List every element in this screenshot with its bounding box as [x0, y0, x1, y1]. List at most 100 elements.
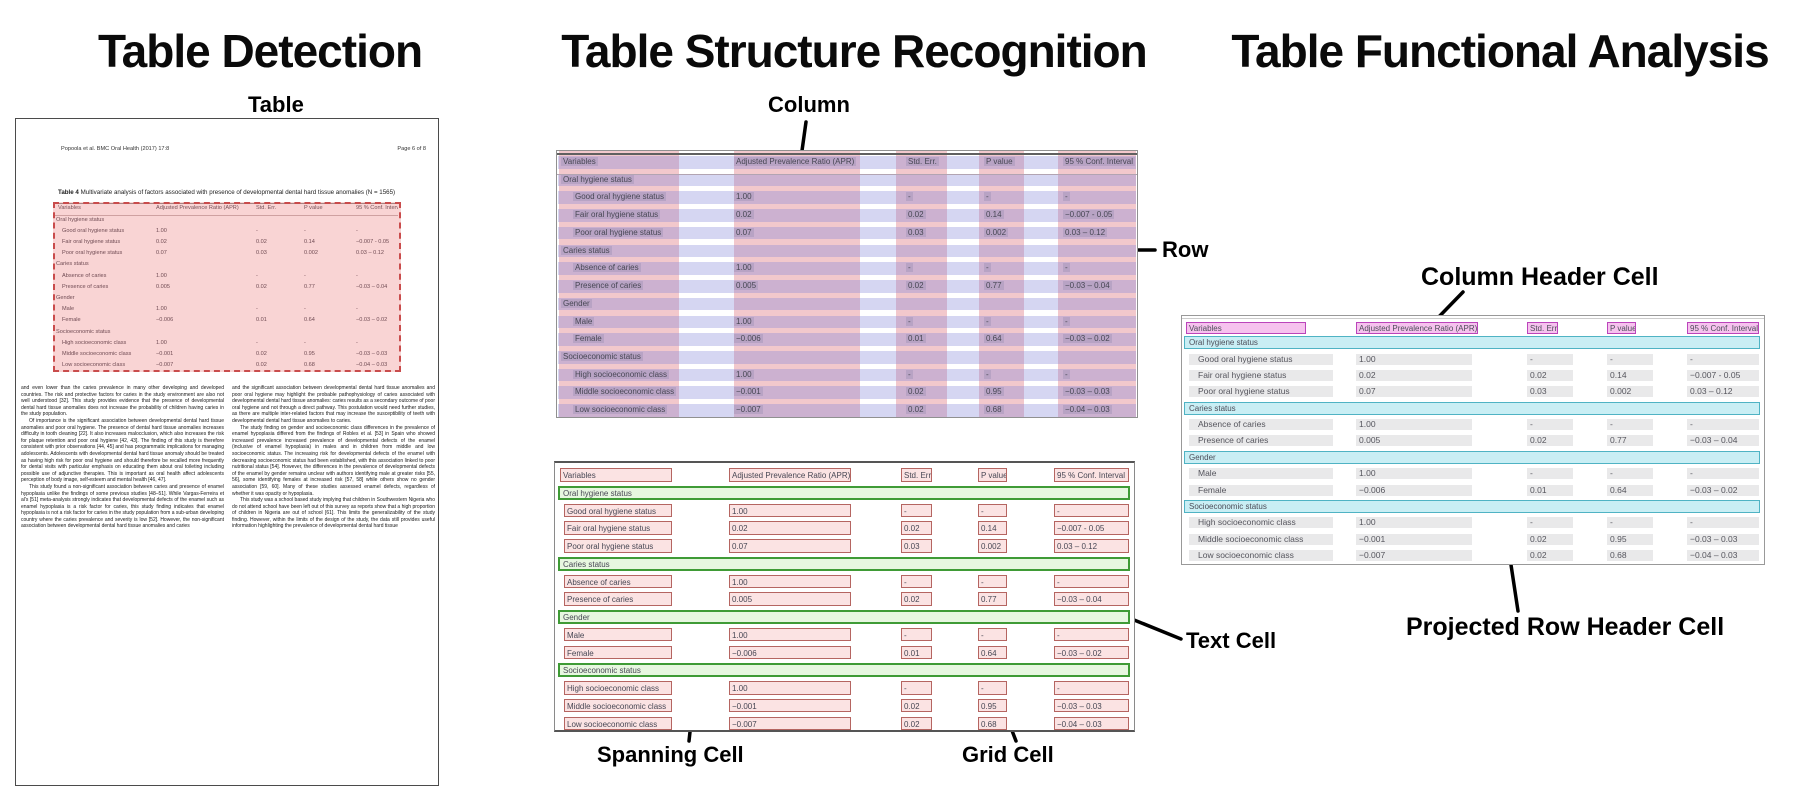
- structure-header-cell-text: 95 % Conf. Interval: [1063, 157, 1136, 166]
- fa-label-cell: Fair oral hygiene status: [1189, 370, 1333, 382]
- text-cell: Absence of caries: [564, 574, 672, 588]
- structure-value-cell: -: [906, 262, 913, 275]
- structure-value-cell-text: 0.68: [984, 405, 1004, 415]
- det-value-cell: −0.03 – 0.04: [356, 283, 388, 290]
- det-value-cell: 0.01: [256, 317, 267, 324]
- structure-value-cell: -: [984, 369, 991, 382]
- structure-value-cell-text: 1.00: [734, 316, 754, 326]
- det-value-cell: 0.95: [304, 350, 315, 357]
- body-paragraph: and the significant association between …: [232, 385, 435, 424]
- structure-label-cell-text: Male: [573, 316, 595, 326]
- det-value-cell: 0.02: [256, 238, 267, 245]
- fa-value-cell: −0.03 – 0.03: [1687, 533, 1759, 545]
- det-rule-header: [54, 214, 398, 216]
- structure-value-cell-text: 0.02: [906, 281, 926, 291]
- structure-value-cell-text: −0.001: [734, 387, 763, 397]
- structure-label-cell: Fair oral hygiene status: [573, 209, 661, 222]
- spanning-cell: Oral hygiene status: [558, 485, 1130, 500]
- structure-value-cell: −0.007: [734, 404, 763, 417]
- det-header-cell: P value: [304, 205, 323, 211]
- structure-value-cell-text: −0.03 – 0.02: [1063, 334, 1112, 344]
- grid-cell: 1.00: [729, 503, 851, 517]
- grid-cell: −0.001: [729, 698, 851, 713]
- grid-cell: -: [978, 627, 1007, 642]
- structure-value-cell-text: -: [1063, 316, 1070, 326]
- det-header-cell: 95 % Conf. Interval: [356, 205, 398, 211]
- structure-label-cell: Female: [573, 333, 604, 346]
- fa-value-cell: 0.02: [1527, 533, 1573, 545]
- label-column: Column: [768, 92, 850, 117]
- det-value-cell: 1.00: [156, 272, 167, 279]
- row-band: [558, 209, 1136, 222]
- fa-value-cell: 0.77: [1607, 435, 1653, 447]
- structure-value-cell-text: −0.03 – 0.03: [1063, 387, 1112, 397]
- structure-value-cell-text: −0.007 - 0.05: [1063, 210, 1115, 220]
- structure-header-cell: Std. Err.: [906, 156, 939, 169]
- grid-cell: −0.04 – 0.03: [1054, 716, 1129, 730]
- text-cell: High socioeconomic class: [564, 681, 672, 695]
- structure-value-cell: 1.00: [734, 369, 754, 382]
- body-paragraph: and even lower than the caries prevalenc…: [21, 385, 224, 418]
- fa-value-cell: 0.005: [1356, 435, 1472, 447]
- grid-cell: 0.02: [901, 698, 932, 713]
- structure-value-cell-text: 0.02: [906, 210, 926, 220]
- grid-cell: 0.77: [978, 592, 1007, 606]
- structure-value-cell: 0.77: [984, 280, 1004, 293]
- structure-value-cell: -: [906, 369, 913, 382]
- grid-cell-header: Variables: [560, 468, 672, 482]
- det-value-cell: 0.02: [256, 362, 267, 369]
- grid-cell: −0.03 – 0.04: [1054, 592, 1129, 606]
- projected-row-header-cell: Caries status: [1184, 401, 1760, 415]
- fa-label-cell: Presence of caries: [1189, 435, 1333, 447]
- det-label-cell: Low socioeconomic class: [62, 362, 126, 369]
- structure-value-cell: 1.00: [734, 191, 754, 204]
- grid-cell: 0.02: [901, 521, 932, 535]
- panel-title-functional: Table Functional Analysis: [1231, 25, 1769, 77]
- row-band: [558, 404, 1136, 417]
- det-value-cell: -: [356, 306, 358, 313]
- structure-value-cell-text: 0.005: [734, 281, 759, 291]
- column-header-cell: Variables: [1186, 322, 1306, 334]
- structure-value-cell: 0.01: [906, 333, 926, 346]
- structure-value-cell-text: 1.00: [734, 192, 754, 202]
- structure-value-cell-text: 0.14: [984, 210, 1004, 220]
- fa-value-cell: 0.07: [1356, 386, 1472, 398]
- row-band: [558, 173, 1136, 187]
- column-band: [559, 151, 679, 417]
- grid-cell: 0.95: [978, 698, 1007, 713]
- structure-value-cell-text: 0.03: [906, 227, 926, 237]
- structure-value-cell: 0.03: [906, 227, 926, 240]
- grid-cell: -: [901, 574, 932, 588]
- structure-value-cell-text: 0.02: [734, 210, 754, 220]
- structure-value-cell: 0.14: [984, 209, 1004, 222]
- det-header-cell: Std. Err.: [256, 205, 277, 211]
- grid-cell: -: [978, 681, 1007, 695]
- structure-value-cell-text: −0.04 – 0.03: [1063, 405, 1112, 415]
- fa-value-cell: 0.02: [1527, 370, 1573, 382]
- fa-value-cell: 0.14: [1607, 370, 1653, 382]
- fa-value-cell: 0.02: [1527, 435, 1573, 447]
- grid-cell-header: Std. Err.: [901, 468, 932, 482]
- det-value-cell: −0.001: [156, 350, 174, 357]
- fa-value-cell: 0.95: [1607, 533, 1653, 545]
- structure-value-cell: 0.03 – 0.12: [1063, 227, 1108, 240]
- structure-value-cell-text: 0.77: [984, 281, 1004, 291]
- structure-header-cell: Variables: [561, 156, 598, 169]
- det-value-cell: 1.00: [156, 306, 167, 313]
- structure-section-cell-text: Caries status: [561, 245, 612, 255]
- grid-cell: 0.64: [978, 645, 1007, 659]
- structure-value-cell: 0.002: [984, 227, 1009, 240]
- structure-header-cell-text: Variables: [561, 157, 598, 166]
- document-running-header: Popoola et al. BMC Oral Health (2017) 17…: [61, 146, 170, 152]
- det-value-cell: −0.04 – 0.03: [356, 362, 388, 369]
- det-value-cell: 1.00: [156, 227, 167, 234]
- grid-cell: -: [901, 627, 932, 642]
- column-header-cell: 95 % Conf. Interval: [1687, 322, 1759, 334]
- column-band: [979, 151, 1024, 417]
- grid-cell: -: [901, 503, 932, 517]
- structure-section-cell: Caries status: [561, 245, 612, 258]
- structure-label-cell: Good oral hygiene status: [573, 191, 666, 204]
- fa-value-cell: 0.01: [1527, 484, 1573, 496]
- det-value-cell: -: [356, 272, 358, 279]
- det-value-cell: -: [256, 306, 258, 313]
